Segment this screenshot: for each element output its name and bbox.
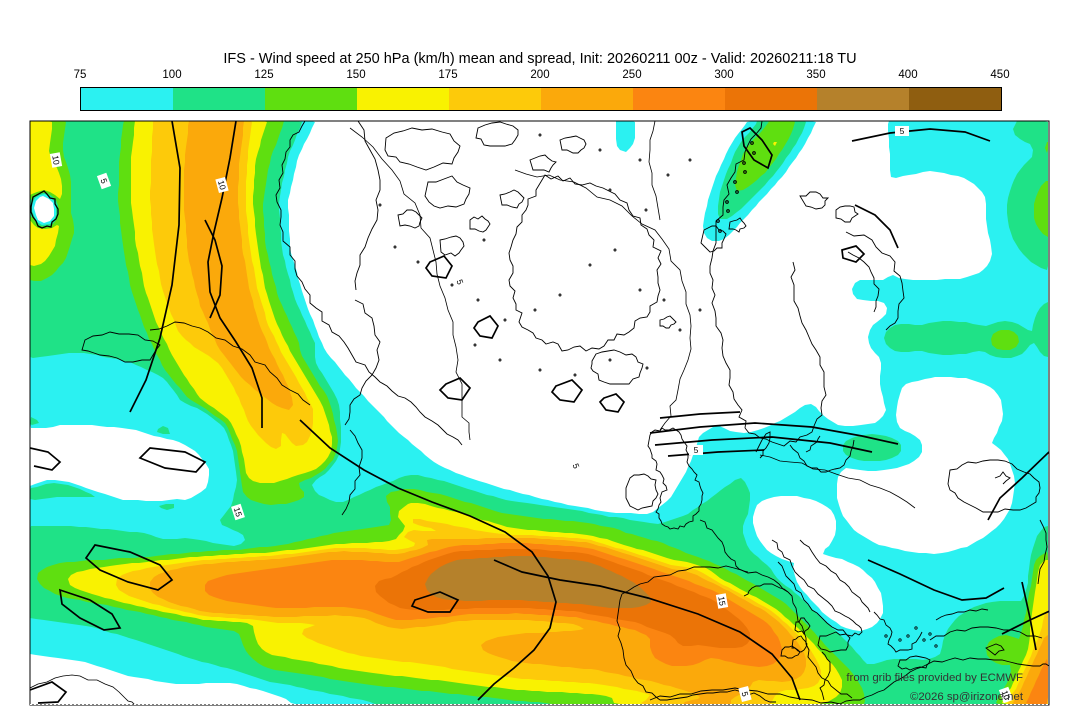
svg-text:5: 5 (694, 445, 699, 455)
svg-text:from grib files provided by EC: from grib files provided by ECMWF (846, 672, 1023, 684)
svg-text:5: 5 (454, 278, 465, 286)
svg-text:5: 5 (740, 690, 751, 697)
svg-text:5: 5 (900, 126, 905, 136)
svg-text:10: 10 (50, 154, 62, 165)
svg-text:5: 5 (98, 177, 109, 185)
svg-text:15: 15 (232, 506, 245, 518)
svg-text:©2026 sp@irizone.net: ©2026 sp@irizone.net (910, 691, 1024, 703)
svg-text:10: 10 (1000, 689, 1013, 702)
svg-text:15: 15 (716, 595, 728, 606)
svg-text:10: 10 (216, 179, 228, 191)
svg-text:5: 5 (570, 462, 581, 470)
